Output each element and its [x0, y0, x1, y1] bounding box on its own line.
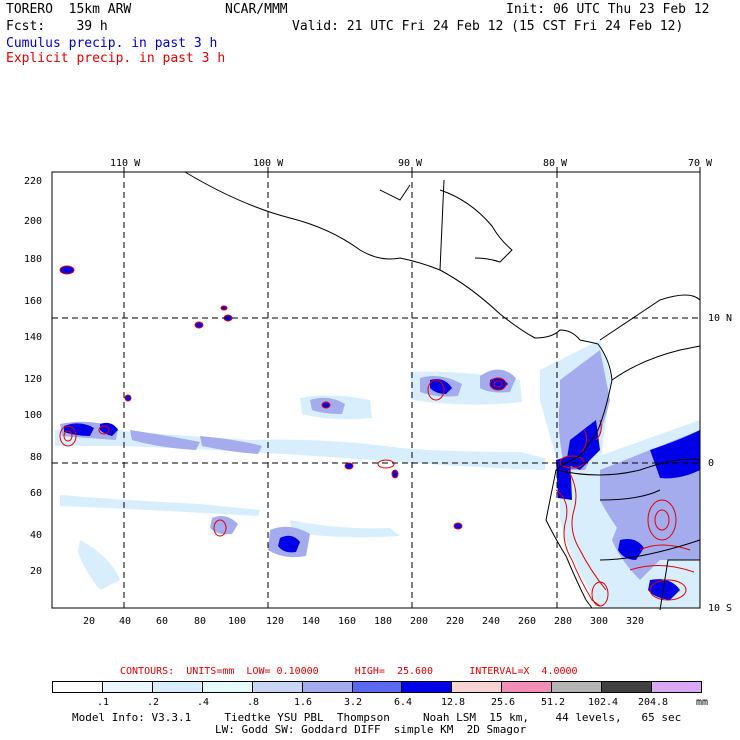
lon-label-80w: 80 W [543, 158, 568, 169]
colorbar-label: 3.2 [343, 697, 363, 708]
cumulus-title: Cumulus precip. in past 3 h [6, 36, 218, 51]
x-tick: 320 [626, 616, 645, 627]
init-time: Init: 06 UTC Thu 23 Feb 12 [506, 2, 710, 17]
contour-info: CONTOURS: UNITS=mm LOW= 0.10000 HIGH= 25… [120, 666, 578, 677]
x-tick: 100 [228, 616, 247, 627]
colorbar-label: .8 [246, 697, 260, 708]
lon-label-90w: 90 W [398, 158, 423, 169]
colorbar-label: 204.8 [637, 697, 669, 708]
colorbar-swatch [151, 682, 202, 692]
colorbar-swatch [651, 682, 701, 692]
explicit-title: Explicit precip. in past 3 h [6, 51, 226, 66]
x-tick: 60 [156, 616, 169, 627]
lon-label-70w: 70 W [688, 158, 713, 169]
lat-label-10s: 10 S [708, 603, 733, 614]
x-tick: 240 [482, 616, 501, 627]
forecast-hour: Fcst: 39 h [6, 19, 108, 34]
colorbar-label: .4 [196, 697, 210, 708]
colorbar-swatch [53, 682, 102, 692]
x-tick: 280 [554, 616, 573, 627]
plot-frame [51, 171, 701, 609]
x-tick: 300 [590, 616, 609, 627]
isolated-cells [59, 265, 463, 530]
y-tick: 160 [24, 296, 43, 307]
center-name: NCAR/MMM [225, 2, 288, 17]
lon-label-100w: 100 W [253, 158, 284, 169]
x-tick: 120 [266, 616, 285, 627]
colorbar-label: 12.8 [440, 697, 466, 708]
model-physics: LW: Godd SW: Goddard DIFF simple KM 2D S… [215, 723, 527, 736]
y-tick: 220 [24, 176, 43, 187]
lon-label-110w: 110 W [110, 158, 141, 169]
colorbar-label: 51.2 [540, 697, 566, 708]
colorbar-label: .2 [146, 697, 160, 708]
colorbar-swatch [251, 682, 302, 692]
y-tick: 100 [24, 410, 43, 421]
x-tick: 260 [518, 616, 537, 627]
x-tick: 80 [194, 616, 207, 627]
y-tick: 40 [30, 530, 43, 541]
lat-label-0: 0 [708, 458, 715, 469]
lat-label-10n: 10 N [708, 313, 733, 324]
y-tick: 120 [24, 374, 43, 385]
colorbar-swatch [201, 682, 252, 692]
x-tick: 40 [119, 616, 132, 627]
x-tick: 220 [446, 616, 465, 627]
colorbar-swatch [401, 682, 452, 692]
y-tick: 140 [24, 332, 43, 343]
top-tick-marks [123, 167, 701, 172]
colorbar-swatch [551, 682, 602, 692]
x-tick: 20 [83, 616, 96, 627]
y-tick: 80 [30, 452, 43, 463]
lat-lon-grid [52, 172, 700, 608]
explicit-precip-contours [59, 377, 695, 607]
colorbar-swatch [351, 682, 402, 692]
x-tick: 140 [302, 616, 321, 627]
colorbar-label: 25.6 [490, 697, 516, 708]
colorbar-label: 1.6 [293, 697, 313, 708]
colorbar-swatch [451, 682, 502, 692]
colorbar-label: 102.4 [587, 697, 619, 708]
x-tick: 180 [374, 616, 393, 627]
colorbar-units: mm [696, 697, 709, 708]
colorbar-swatch [101, 682, 152, 692]
colorbar-swatch [601, 682, 652, 692]
x-tick: 160 [338, 616, 357, 627]
y-tick: 180 [24, 254, 43, 265]
colorbar-label: 6.4 [393, 697, 413, 708]
model-name: TORERO 15km ARW [6, 2, 132, 17]
y-tick: 20 [30, 566, 43, 577]
model-info: Model Info: V3.3.1 Tiedtke YSU PBL Thomp… [72, 711, 682, 724]
x-tick: 200 [410, 616, 429, 627]
colorbar-label: .1 [96, 697, 110, 708]
y-tick: 200 [24, 216, 43, 227]
colorbar-swatch [501, 682, 552, 692]
colorbar [52, 681, 702, 693]
y-tick: 60 [30, 488, 43, 499]
colorbar-swatch [301, 682, 352, 692]
valid-time: Valid: 21 UTC Fri 24 Feb 12 (15 CST Fri … [292, 19, 684, 34]
